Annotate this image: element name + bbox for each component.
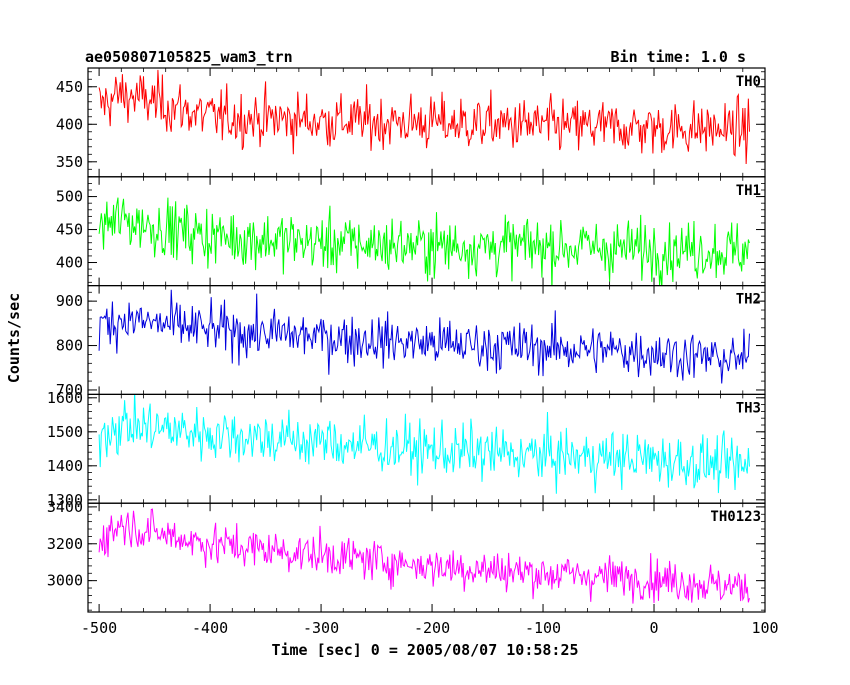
y-tick-label: 800 <box>56 337 83 355</box>
panel-label-th1: TH1 <box>736 183 761 199</box>
x-tick-label: 0 <box>650 619 659 637</box>
y-tick-label: 3200 <box>47 535 83 553</box>
panels-group: 350 400 450 TH0 400 450 500 TH1 700 800 900 TH2 1300… <box>47 67 779 637</box>
x-tick-label: -300 <box>303 619 339 637</box>
y-tick-label: 700 <box>56 381 83 399</box>
series-line-th0123 <box>98 508 750 604</box>
series-line-th1 <box>98 197 750 286</box>
x-tick-label: 100 <box>751 619 778 637</box>
bin-time-label: Bin time: 1.0 s <box>611 48 746 66</box>
panel-label-th3: TH3 <box>736 400 761 416</box>
y-axis-label: Counts/sec <box>5 293 23 383</box>
y-tick-label: 400 <box>56 254 83 272</box>
source-title: ae050807105825_wam3_trn <box>85 48 293 66</box>
x-tick-label: -100 <box>525 619 561 637</box>
series-line-th3 <box>98 394 750 494</box>
y-tick-label: 900 <box>56 292 83 310</box>
y-tick-label: 500 <box>56 188 83 206</box>
y-tick-label: 1300 <box>47 491 83 509</box>
y-tick-label: 450 <box>56 78 83 96</box>
panel-frame-th1 <box>87 176 766 287</box>
panel-frame-th0123 <box>87 502 766 613</box>
y-tick-label: 3000 <box>47 572 83 590</box>
y-tick-label: 1500 <box>47 423 83 441</box>
y-tick-label: 350 <box>56 153 83 171</box>
y-tick-label: 3400 <box>47 498 83 516</box>
panel-label-th0: TH0 <box>736 74 761 90</box>
y-tick-label: 450 <box>56 221 83 239</box>
series-line-th2 <box>98 289 750 384</box>
series-line-th0 <box>98 69 750 164</box>
x-tick-label: -200 <box>414 619 450 637</box>
x-tick-label: -400 <box>192 619 228 637</box>
y-tick-label: 1600 <box>47 389 83 407</box>
panel-label-th2: TH2 <box>736 292 761 308</box>
y-tick-label: 1400 <box>47 457 83 475</box>
panel-label-th0123: TH0123 <box>710 509 761 525</box>
x-axis-label: Time [sec] 0 = 2005/08/07 10:58:25 <box>271 641 578 659</box>
x-tick-label: -500 <box>81 619 117 637</box>
y-tick-label: 400 <box>56 115 83 133</box>
